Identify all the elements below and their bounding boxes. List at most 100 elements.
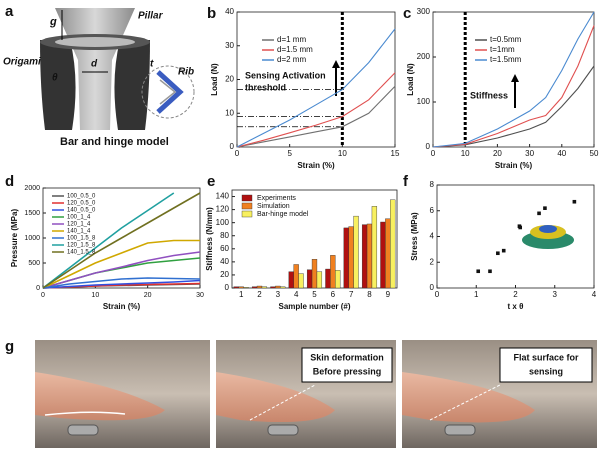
x-tick-label: 5 xyxy=(287,149,292,158)
series-line xyxy=(42,277,201,289)
legend-label: 100_1.5_8 xyxy=(67,236,96,242)
legend-label: 120_0.5_0 xyxy=(67,201,96,207)
legend-swatch xyxy=(241,210,253,218)
y-tick-label: 2 xyxy=(430,257,435,266)
bar xyxy=(316,271,323,289)
sensor xyxy=(267,424,299,436)
y-tick-label: 8 xyxy=(430,180,435,189)
bar xyxy=(353,215,359,289)
legend-label: 100_1_4 xyxy=(67,215,91,221)
legend-swatch xyxy=(241,202,253,210)
legend-label: t=0.5mm xyxy=(490,35,522,44)
series-line xyxy=(42,279,201,289)
guide xyxy=(429,384,501,421)
x-axis-label: Strain (%) xyxy=(297,161,335,170)
label: t xyxy=(150,59,154,70)
x-axis-label: t x θ xyxy=(508,302,524,311)
bar xyxy=(293,264,299,289)
y-tick-label: 300 xyxy=(417,7,431,16)
sensor xyxy=(444,424,476,436)
x-tick-label: 4 xyxy=(592,290,597,299)
x-tick-label: 30 xyxy=(525,149,534,158)
legend-label: 140_1_4 xyxy=(67,229,91,235)
bar xyxy=(298,273,304,289)
callout-box xyxy=(499,347,593,383)
y-tick-label: 100 xyxy=(216,218,230,227)
label: θ xyxy=(52,73,58,84)
x-axis-label: Strain (%) xyxy=(495,161,533,170)
bar xyxy=(380,221,386,289)
x-tick-label: 0 xyxy=(41,292,45,299)
bar xyxy=(233,286,239,289)
hinge xyxy=(159,79,177,105)
y-tick-label: 0 xyxy=(225,283,230,292)
bar xyxy=(335,270,341,289)
y-axis-label: Stiffness (N/mm) xyxy=(205,207,214,271)
callout: Before pressing xyxy=(313,366,382,376)
bar xyxy=(343,227,349,289)
pillar-top xyxy=(55,37,135,47)
annotation: Sensing Activation xyxy=(245,70,326,80)
series-line xyxy=(42,251,201,289)
legend-swatch xyxy=(241,194,253,202)
series-line xyxy=(432,25,595,148)
panel-label: a xyxy=(5,3,14,20)
label: Rib xyxy=(178,67,194,78)
guide xyxy=(249,384,316,421)
y-tick-label: 20 xyxy=(225,75,234,84)
bar xyxy=(361,224,368,289)
callout-box xyxy=(301,347,393,383)
x-tick-label: 30 xyxy=(196,292,204,299)
legend-label: Bar-hinge model xyxy=(257,211,309,218)
finger xyxy=(402,372,535,423)
origami-left xyxy=(40,40,76,130)
legend-label: Experiments xyxy=(257,195,296,202)
y-tick-label: 2000 xyxy=(24,185,40,192)
panel-a-diagram xyxy=(40,8,195,130)
legend-label: t=1mm xyxy=(490,45,515,54)
callout: sensing xyxy=(529,366,563,376)
x-tick-label: 4 xyxy=(294,290,299,299)
y-tick-label: 0 xyxy=(430,283,435,292)
point xyxy=(518,225,523,230)
legend-label: t=1.5mm xyxy=(490,55,522,64)
y-tick-label: 0 xyxy=(230,142,235,151)
legend-label: d=1 mm xyxy=(277,35,306,44)
x-tick-label: 10 xyxy=(338,149,347,158)
bar xyxy=(243,287,249,289)
label: g xyxy=(49,16,57,28)
bar xyxy=(330,255,336,289)
bar xyxy=(371,206,378,289)
legend-label: 140_0.5_0 xyxy=(67,208,96,214)
x-tick-label: 9 xyxy=(386,290,391,299)
series-line xyxy=(236,28,396,148)
y-tick-label: 30 xyxy=(225,41,234,50)
point xyxy=(501,248,506,253)
bar xyxy=(280,286,286,289)
series-line xyxy=(42,192,201,289)
bar xyxy=(261,286,268,289)
legend-label: d=2 mm xyxy=(277,55,306,64)
series-line xyxy=(432,11,595,148)
point xyxy=(572,199,577,204)
legend-label: Simulation xyxy=(257,203,290,210)
panel-label: d xyxy=(5,173,14,190)
y-axis-label: Load (N) xyxy=(210,63,219,96)
x-tick-label: 7 xyxy=(349,290,354,299)
contour xyxy=(44,411,126,416)
callout: Flat surface for xyxy=(513,352,579,362)
x-tick-label: 20 xyxy=(493,149,502,158)
point xyxy=(543,206,547,210)
x-tick-label: 5 xyxy=(312,290,317,299)
label: d xyxy=(91,59,98,70)
y-tick-label: 200 xyxy=(417,52,431,61)
bar xyxy=(390,199,396,289)
y-tick-label: 40 xyxy=(225,7,234,16)
x-axis-label: Sample number (#) xyxy=(278,302,350,311)
legend-label: 120_1.5_8 xyxy=(67,243,96,249)
finger xyxy=(35,372,165,421)
arrow-head xyxy=(332,60,340,68)
y-tick-label: 20 xyxy=(220,270,229,279)
photo-strip xyxy=(35,340,597,448)
x-tick-label: 2 xyxy=(513,290,518,299)
